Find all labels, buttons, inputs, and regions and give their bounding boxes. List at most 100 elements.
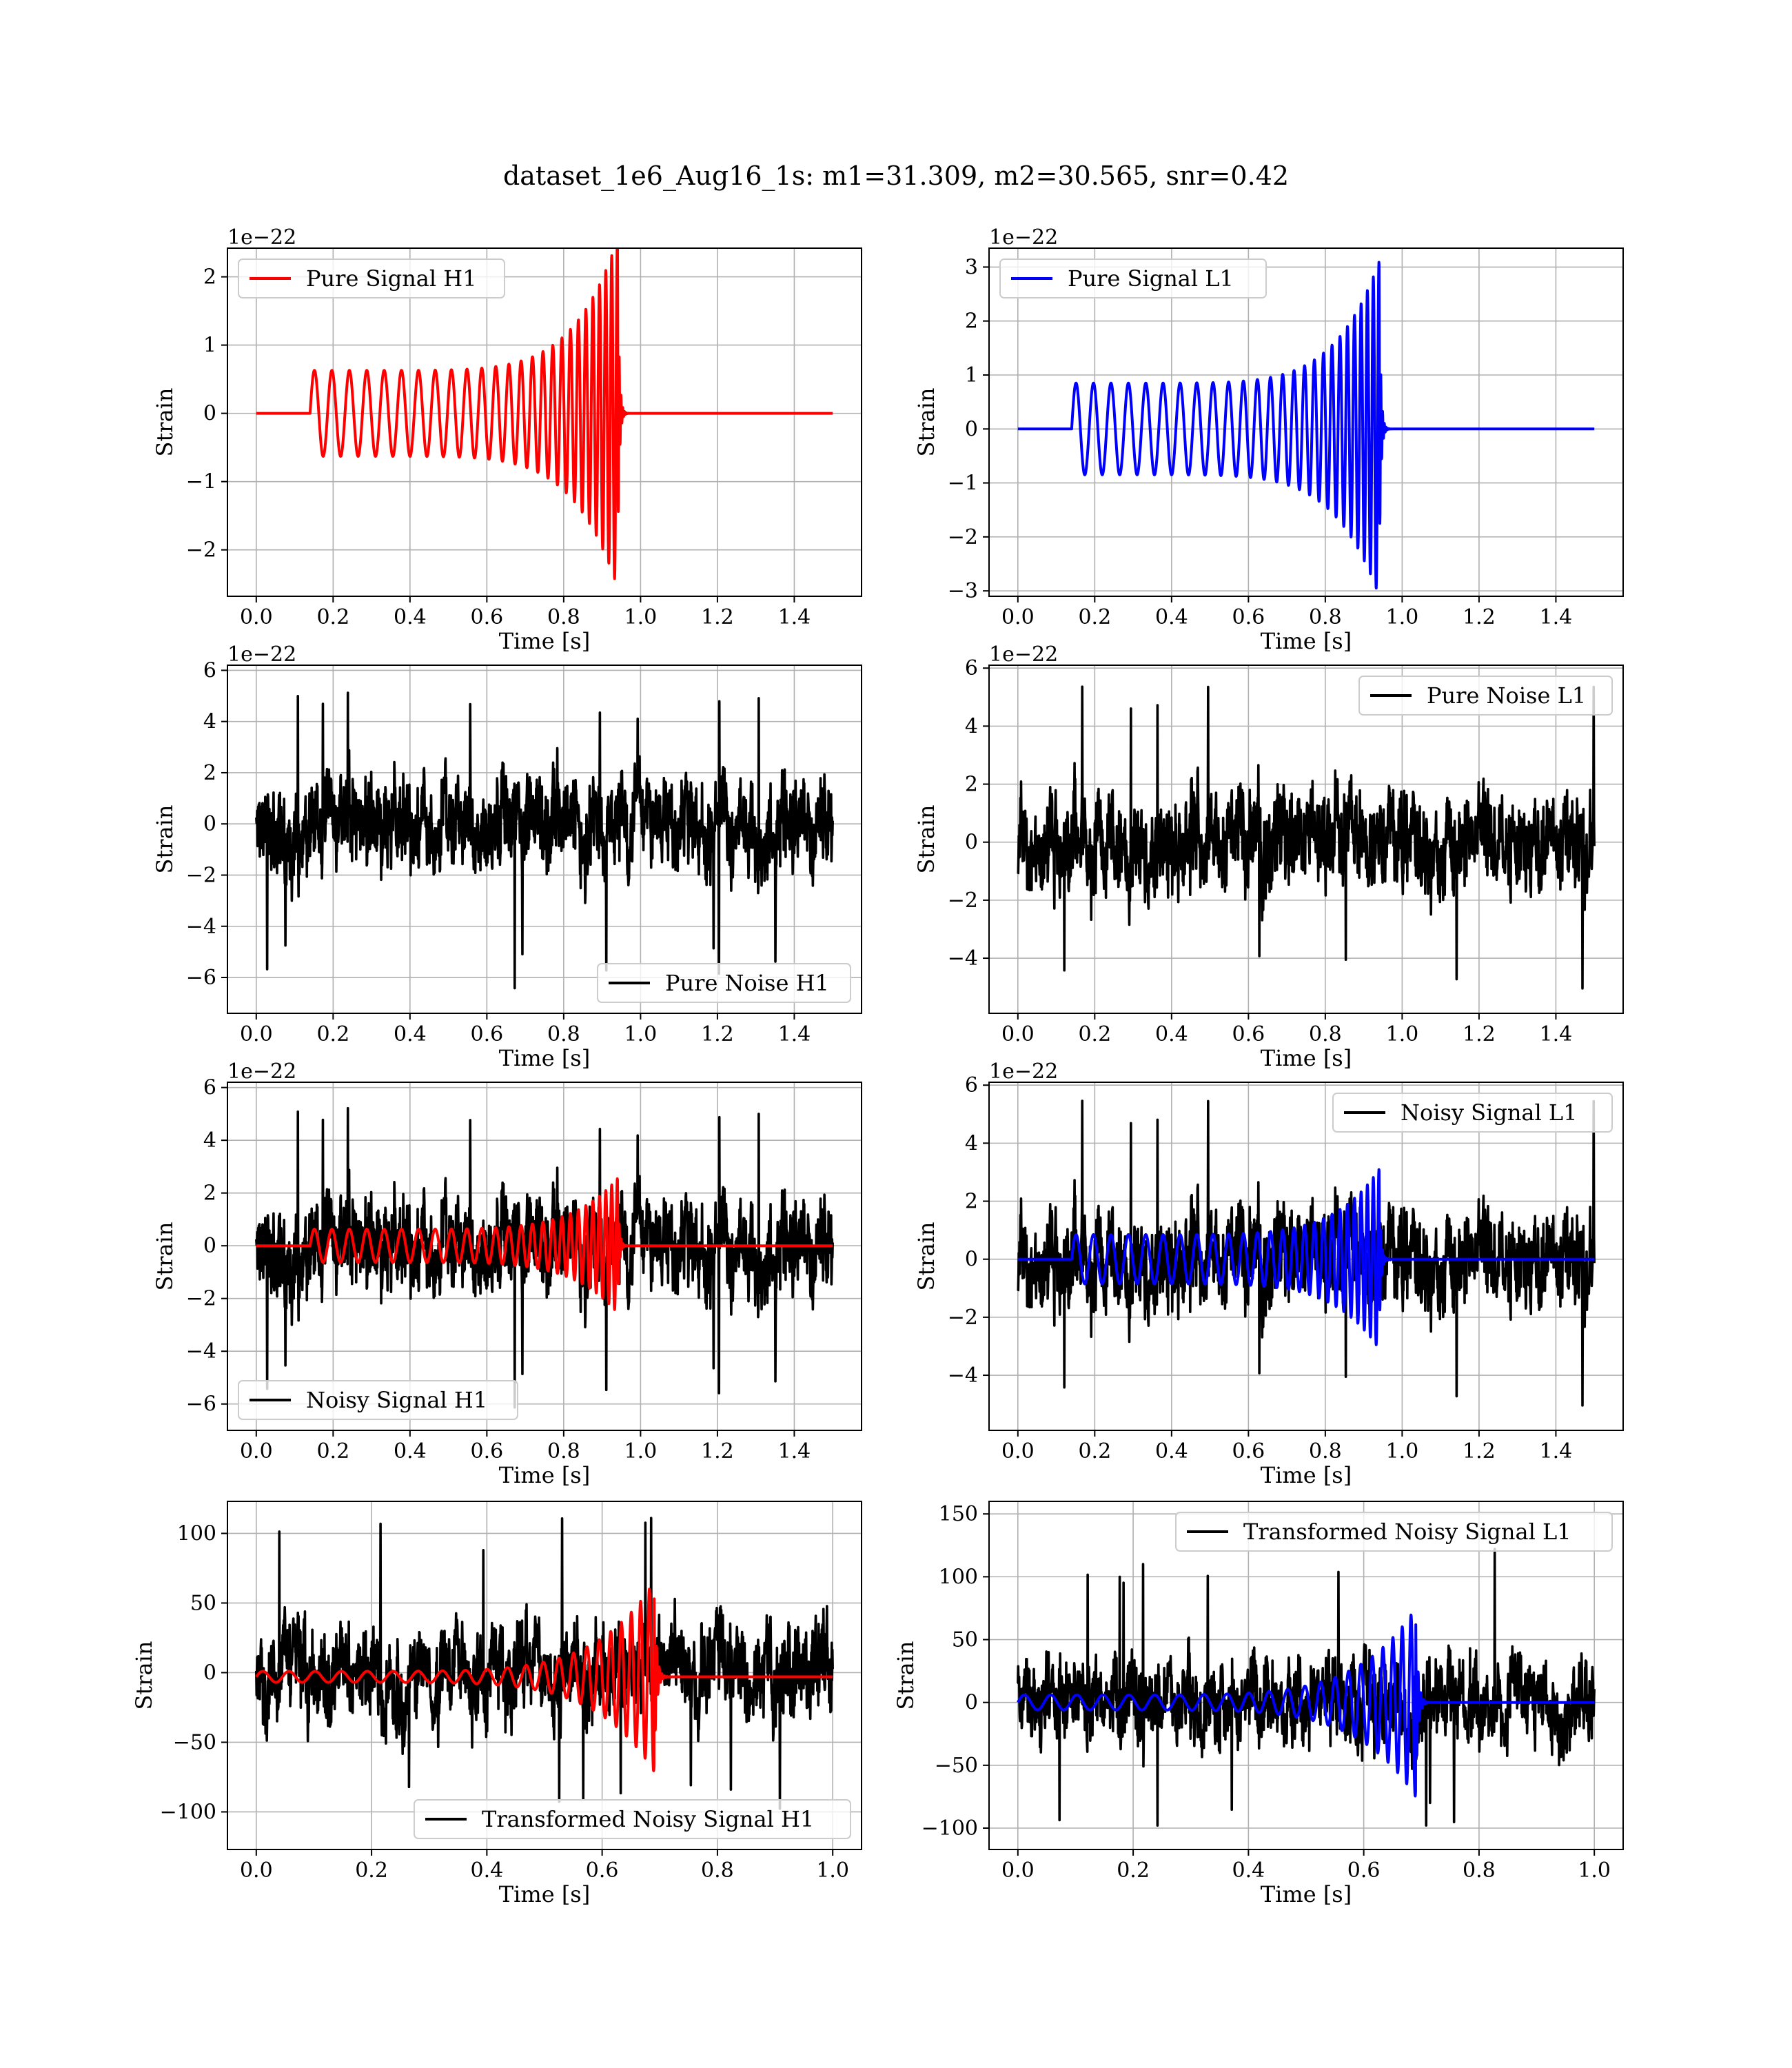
y-axis-label: Strain	[152, 805, 178, 874]
plot-area	[255, 691, 834, 990]
y-tick-label: 2	[203, 761, 216, 785]
legend: Pure Signal H1	[238, 258, 505, 298]
y-tick-label: 100	[177, 1521, 216, 1545]
y-axis-label: Strain	[913, 1222, 939, 1291]
x-tick-label: 0.6	[471, 1022, 504, 1046]
x-tick-label: 1.0	[1386, 1439, 1419, 1463]
x-tick-label: 0.0	[240, 1439, 273, 1463]
y-tick-label: 6	[965, 1073, 978, 1097]
series-line-noise	[1017, 1548, 1596, 1827]
x-axis-label: Time [s]	[499, 1881, 590, 1907]
x-tick-label: 1.4	[778, 605, 811, 629]
x-tick-label: 0.2	[1078, 1439, 1111, 1463]
x-tick-label: 0.6	[1232, 1439, 1265, 1463]
series-line-signal	[1017, 1168, 1596, 1346]
x-tick-label: 0.4	[1155, 1022, 1188, 1046]
legend-box	[1358, 676, 1613, 716]
x-tick-label: 0.0	[1001, 605, 1035, 629]
x-tick-label: 0.4	[394, 1439, 427, 1463]
y-tick-label: −2	[948, 525, 978, 549]
x-tick-label: 0.2	[1078, 1022, 1111, 1046]
plot-area	[1017, 1548, 1596, 1827]
y-axis-label: Strain	[152, 1222, 178, 1291]
axes-frame	[988, 247, 1624, 597]
legend-box	[999, 258, 1267, 298]
y-axis-label: Strain	[131, 1641, 157, 1710]
y-tick-label: 6	[203, 1076, 216, 1100]
y-tick-label: 100	[939, 1565, 978, 1589]
subplot-pure-noise-h1: 0.0 0.2 0.4 0.6 0.8 1.0 1.2 1.4 −6 −4 −2 0 2 4 6 Time […	[152, 642, 862, 1071]
x-tick-label: 0.8	[1309, 1439, 1342, 1463]
x-tick-label: 0.8	[1309, 1022, 1342, 1046]
y-axis-label: Strain	[893, 1641, 919, 1710]
x-tick-label: 0.4	[471, 1858, 504, 1883]
series-line-noise	[255, 691, 834, 990]
x-tick-label: 1.4	[1540, 1439, 1573, 1463]
legend-box	[238, 1380, 518, 1420]
series-line-signal	[255, 248, 834, 580]
plot-area	[1017, 1099, 1596, 1407]
y-tick-label: 3	[965, 255, 978, 279]
legend-label: Transformed Noisy Signal H1	[482, 1806, 814, 1832]
y-tick-label: −2	[948, 1306, 978, 1330]
x-tick-label: 0.6	[471, 605, 504, 629]
series-line-noise	[1017, 685, 1596, 990]
plot-area	[255, 1106, 834, 1409]
figure-title: dataset_1e6_Aug16_1s: m1=31.309, m2=30.5…	[503, 161, 1289, 192]
y-tick-label: −50	[935, 1754, 978, 1778]
subplot-noisy-signal-h1: 0.0 0.2 0.4 0.6 0.8 1.0 1.2 1.4 −6 −4 −2 0 2 4 6 Time […	[152, 1060, 862, 1488]
y-tick-label: 4	[965, 714, 978, 738]
legend: Noisy Signal H1	[238, 1380, 518, 1420]
y-offset-text: 1e−22	[227, 1060, 296, 1084]
legend-label: Pure Signal L1	[1068, 265, 1234, 292]
x-tick-label: 0.6	[1232, 1022, 1265, 1046]
x-tick-label: 0.0	[1001, 1439, 1035, 1463]
x-tick-label: 0.0	[240, 605, 273, 629]
x-tick-label: 0.0	[240, 1022, 273, 1046]
legend-label: Transformed Noisy Signal L1	[1243, 1519, 1571, 1545]
x-tick-label: 1.4	[1540, 605, 1573, 629]
legend-box	[597, 963, 851, 1003]
x-tick-label: 1.0	[1386, 605, 1419, 629]
axes-frame	[227, 1501, 862, 1850]
x-axis-label: Time [s]	[499, 1045, 590, 1071]
y-offset-text: 1e−22	[227, 225, 296, 250]
series-line-signal	[1017, 261, 1596, 590]
y-axis-label: Strain	[913, 388, 939, 457]
subplot-pure-noise-l1: 0.0 0.2 0.4 0.6 0.8 1.0 1.2 1.4 −4 −2 0 2 4 6 Time [s]…	[913, 642, 1624, 1071]
x-tick-label: 0.2	[1078, 605, 1111, 629]
x-tick-label: 1.0	[816, 1858, 849, 1883]
x-axis-label: Time [s]	[1261, 1045, 1352, 1071]
y-axis-label: Strain	[913, 805, 939, 874]
legend: Noisy Signal L1	[1332, 1093, 1613, 1133]
y-tick-label: 1	[965, 363, 978, 387]
y-tick-label: −100	[160, 1800, 216, 1824]
x-tick-label: 1.2	[1463, 1439, 1496, 1463]
x-tick-label: 1.2	[1463, 1022, 1496, 1046]
y-tick-label: −2	[186, 1287, 216, 1311]
y-tick-label: −2	[948, 889, 978, 913]
axes-frame	[227, 665, 862, 1014]
x-tick-label: 0.0	[240, 1858, 273, 1883]
plot-area	[1017, 685, 1596, 990]
plot-area	[255, 1517, 834, 1810]
legend-box	[1332, 1093, 1613, 1133]
axes-frame	[988, 1082, 1624, 1431]
series-line-signal	[255, 1588, 834, 1772]
y-tick-label: −3	[948, 579, 978, 603]
x-axis-label: Time [s]	[499, 628, 590, 654]
x-tick-label: 1.2	[1463, 605, 1496, 629]
y-tick-label: 4	[203, 710, 216, 734]
x-tick-label: 1.0	[624, 605, 658, 629]
subplot-pure-signal-h1: 0.0 0.2 0.4 0.6 0.8 1.0 1.2 1.4 −2 −1 0 1 2 Time [s] S…	[152, 225, 862, 654]
y-tick-label: −100	[922, 1816, 978, 1841]
legend-label: Pure Signal H1	[306, 265, 477, 292]
y-tick-label: −1	[948, 472, 978, 496]
legend: Pure Noise L1	[1358, 676, 1613, 716]
legend-label: Noisy Signal H1	[306, 1387, 487, 1413]
y-tick-label: 0	[203, 1661, 216, 1685]
x-tick-label: 1.0	[1578, 1858, 1611, 1883]
y-tick-label: 2	[203, 1182, 216, 1206]
x-tick-label: 0.8	[701, 1858, 734, 1883]
x-tick-label: 0.4	[1232, 1858, 1265, 1883]
